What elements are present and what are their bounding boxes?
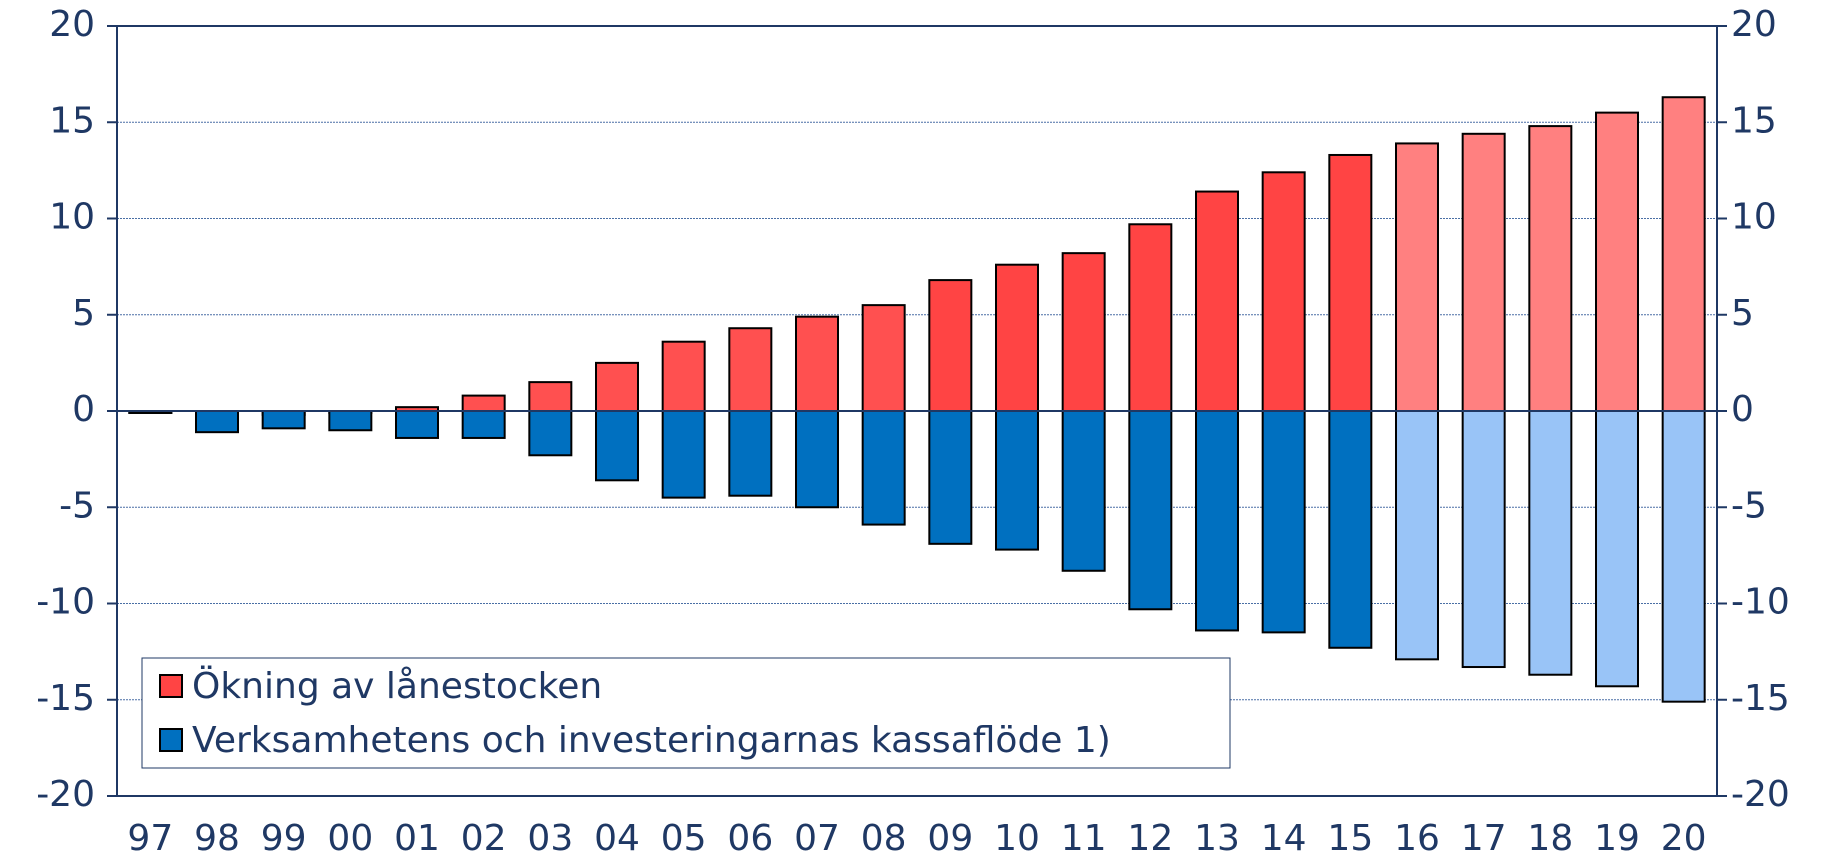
- bar: [1528, 125, 1573, 412]
- y2-tick-label: 20: [1731, 4, 1777, 45]
- bar: [1661, 96, 1706, 412]
- bar: [1461, 132, 1506, 413]
- bar: [1128, 410, 1173, 611]
- bar: [995, 410, 1039, 551]
- bar: [1595, 410, 1639, 688]
- bar: [595, 410, 639, 482]
- bar: [1395, 410, 1439, 661]
- x-tick-label: 20: [1661, 818, 1707, 859]
- x-tick-label: 01: [394, 818, 440, 859]
- bar: [195, 410, 239, 434]
- bar: [1061, 410, 1106, 572]
- bar: [1261, 171, 1306, 412]
- y-tick-label: -20: [36, 774, 95, 815]
- x-tick-label: 17: [1461, 818, 1507, 859]
- x-tick-label: 12: [1127, 818, 1173, 859]
- x-tick-label: 04: [594, 818, 640, 859]
- x-tick-label: 11: [1061, 818, 1107, 859]
- bar: [1595, 111, 1639, 412]
- y-tick-label: 0: [72, 389, 95, 430]
- y-tick-label: -15: [36, 678, 95, 719]
- x-tick-label: 03: [527, 818, 573, 859]
- bar: [461, 410, 506, 439]
- y2-tick-label: 10: [1731, 197, 1777, 238]
- x-tick-label: 13: [1194, 818, 1240, 859]
- x-tick-label: 19: [1594, 818, 1640, 859]
- plot-frame: [116, 25, 1718, 797]
- bar: [661, 340, 706, 413]
- bar: [528, 410, 573, 457]
- bar: [795, 315, 839, 412]
- y-tick-label: 5: [72, 293, 95, 334]
- y2-tick-label: 15: [1731, 100, 1777, 141]
- legend-box: [141, 657, 1231, 769]
- bar: [661, 410, 706, 499]
- bar: [795, 410, 839, 509]
- x-tick-label: 99: [261, 818, 307, 859]
- bar: [728, 327, 773, 413]
- x-tick-label: 97: [127, 818, 173, 859]
- y2-tick-label: -20: [1731, 774, 1790, 815]
- x-tick-label: 05: [661, 818, 707, 859]
- y-tick-label: 20: [49, 4, 95, 45]
- x-tick-label: 07: [794, 818, 840, 859]
- bar: [395, 410, 439, 439]
- bar: [461, 394, 506, 413]
- bar: [1061, 252, 1106, 412]
- bar: [1528, 410, 1573, 676]
- x-tick-label: 09: [927, 818, 973, 859]
- bar: [1195, 410, 1239, 632]
- y2-tick-label: -5: [1731, 485, 1767, 526]
- legend-swatch: [159, 674, 183, 698]
- x-tick-label: 02: [461, 818, 507, 859]
- y-tick-label: 15: [49, 100, 95, 141]
- legend-label: Verksamhetens och investeringarnas kassa…: [192, 720, 1111, 761]
- y2-tick-label: 5: [1731, 293, 1754, 334]
- y2-tick-label: 0: [1731, 389, 1754, 430]
- bar: [261, 410, 306, 430]
- legend-label: Ökning av lånestocken: [192, 665, 602, 707]
- bar: [1261, 410, 1306, 634]
- bar: [595, 361, 639, 412]
- y-tick-label: -10: [36, 582, 95, 623]
- legend-swatch: [159, 728, 183, 752]
- bar: [995, 263, 1039, 413]
- y2-tick-label: -15: [1731, 678, 1790, 719]
- bar: [1128, 223, 1173, 412]
- bar: [1661, 410, 1706, 703]
- x-tick-label: 14: [1261, 818, 1307, 859]
- bar: [1328, 153, 1373, 412]
- bar: [1195, 190, 1239, 412]
- x-tick-label: 10: [994, 818, 1040, 859]
- bar: [861, 304, 906, 412]
- bar: [528, 381, 573, 412]
- bar: [928, 279, 973, 412]
- bar: [861, 410, 906, 526]
- bar: [1461, 410, 1506, 669]
- x-tick-label: 00: [327, 818, 373, 859]
- x-tick-label: 98: [194, 818, 240, 859]
- bar: [728, 410, 773, 497]
- x-tick-label: 15: [1327, 818, 1373, 859]
- y-tick-label: -5: [59, 485, 95, 526]
- bar: [328, 410, 373, 432]
- bar: [1328, 410, 1373, 649]
- x-tick-label: 08: [861, 818, 907, 859]
- y2-tick-label: -10: [1731, 582, 1790, 623]
- x-tick-label: 06: [727, 818, 773, 859]
- x-tick-label: 16: [1394, 818, 1440, 859]
- bar: [928, 410, 973, 545]
- x-tick-label: 18: [1527, 818, 1573, 859]
- bar: [1395, 142, 1439, 413]
- y-tick-label: 10: [49, 197, 95, 238]
